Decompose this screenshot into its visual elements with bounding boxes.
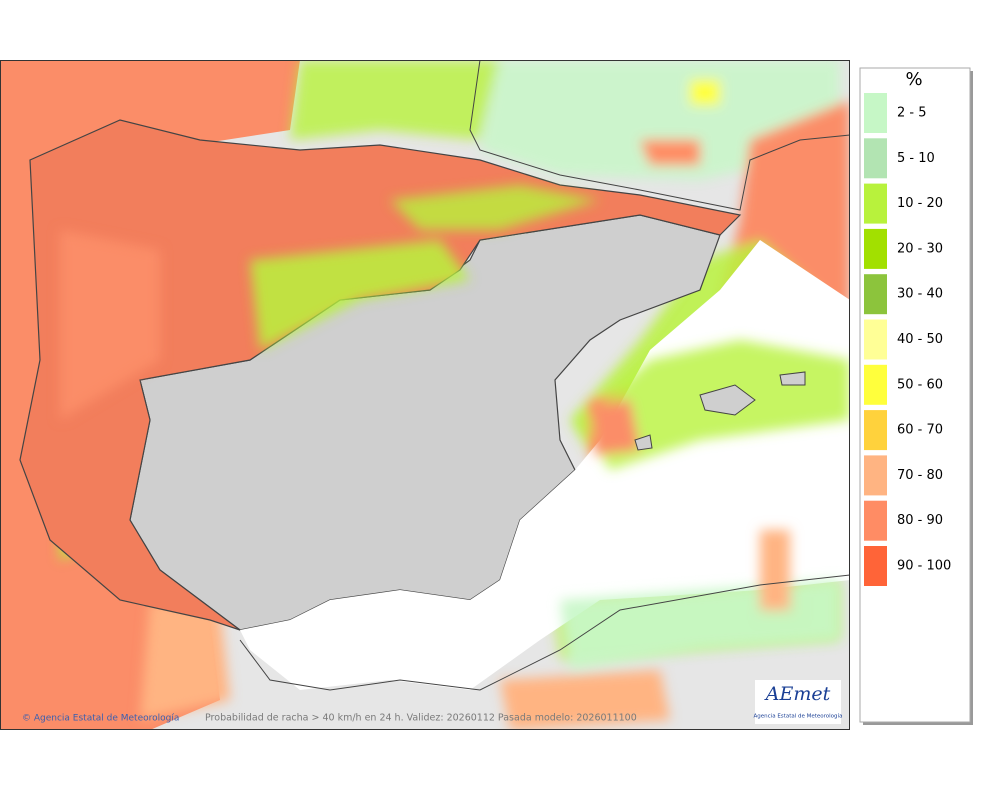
legend-swatch xyxy=(864,319,887,360)
ibiza xyxy=(634,434,653,451)
legend-swatch xyxy=(864,93,887,133)
legend-label: 5 - 10 xyxy=(897,151,935,166)
legend-label: 70 - 80 xyxy=(897,468,943,483)
legend-swatch xyxy=(864,183,887,224)
legend-swatch xyxy=(864,546,887,586)
legend-label: 20 - 30 xyxy=(897,241,943,256)
legend-label: 40 - 50 xyxy=(897,332,943,347)
legend-swatch xyxy=(864,410,887,451)
legend-items: 2 - 5 5 - 10 10 - 20 20 - 30 30 - 40 40 - 50 5… xyxy=(864,93,951,586)
legend-label: 80 - 90 xyxy=(897,513,943,528)
menorca xyxy=(779,371,806,386)
mallorca xyxy=(699,384,756,416)
legend-label: 50 - 60 xyxy=(897,377,943,392)
legend-title: % xyxy=(905,69,922,90)
legend-swatch xyxy=(864,364,887,405)
atlantic-high-prob xyxy=(0,60,300,730)
legend-swatch xyxy=(864,228,887,269)
logo-name: AEmet xyxy=(764,683,831,705)
legend-label: 90 - 100 xyxy=(897,559,951,574)
map-frame xyxy=(0,60,850,730)
france-coast xyxy=(469,60,850,211)
legend-label: 2 - 5 xyxy=(897,106,927,121)
africa-coast xyxy=(239,574,850,691)
legend-swatch xyxy=(864,138,887,179)
legend-label: 10 - 20 xyxy=(897,196,943,211)
credit: © Agencia Estatal de Meteorología xyxy=(22,714,179,724)
map xyxy=(0,60,850,730)
legend-swatch xyxy=(864,274,887,315)
legend-label: 60 - 70 xyxy=(897,423,943,438)
logo-subtitle: Agencia Estatal de Meteorología xyxy=(754,713,843,720)
inland-fields xyxy=(60,185,600,420)
legend-label: 30 - 40 xyxy=(897,287,943,302)
legend-swatch xyxy=(864,455,887,496)
logo-box xyxy=(755,680,841,724)
caption: Probabilidad de racha > 40 km/h en 24 h.… xyxy=(205,713,637,724)
legend-swatch xyxy=(864,500,887,541)
